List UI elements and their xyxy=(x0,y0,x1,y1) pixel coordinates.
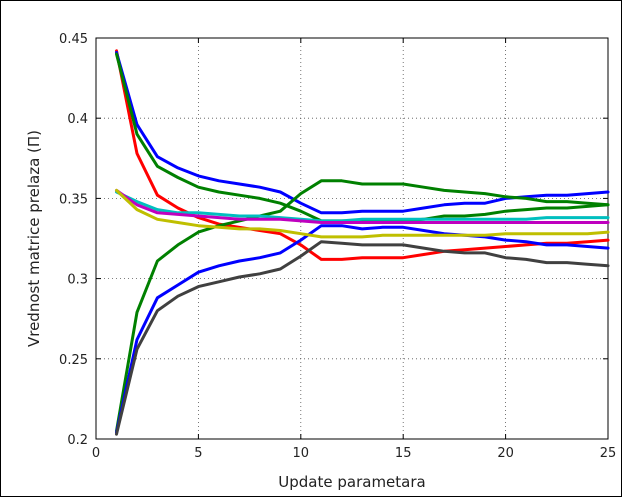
x-tick-label: 10 xyxy=(293,446,310,461)
series-line-7 xyxy=(115,190,610,223)
y-axis-label: Vrednost matrice prelaza (Π) xyxy=(25,130,43,347)
series-line-5 xyxy=(115,224,610,435)
plot-area xyxy=(95,37,609,440)
x-tick-label: 25 xyxy=(600,446,617,461)
series-layer xyxy=(115,49,610,436)
series-line-4 xyxy=(115,179,610,433)
series-line-6 xyxy=(115,240,610,436)
x-tick-label: 0 xyxy=(92,446,100,461)
x-tick-label: 5 xyxy=(194,446,202,461)
y-axis-ticks: 0.2 0.25 0.3 0.35 0.4 0.45 xyxy=(59,32,608,448)
y-tick-label: 0.45 xyxy=(59,32,88,47)
y-tick-label: 0.35 xyxy=(59,192,88,207)
x-tick-label: 15 xyxy=(395,446,412,461)
series-line-1 xyxy=(115,49,610,261)
y-tick-label: 0.2 xyxy=(67,433,88,448)
series-line-3 xyxy=(115,52,610,223)
x-axis-label: Update parametara xyxy=(278,473,425,491)
x-tick-label: 20 xyxy=(497,446,514,461)
y-tick-label: 0.4 xyxy=(67,112,88,127)
y-tick-label: 0.3 xyxy=(67,273,88,288)
series-line-9 xyxy=(115,188,610,239)
x-axis-ticks: 0 5 10 15 20 25 xyxy=(92,38,616,461)
series-line-8 xyxy=(115,188,610,224)
grid-lines xyxy=(96,38,608,439)
y-tick-label: 0.25 xyxy=(59,353,88,368)
series-line-2 xyxy=(115,50,610,215)
